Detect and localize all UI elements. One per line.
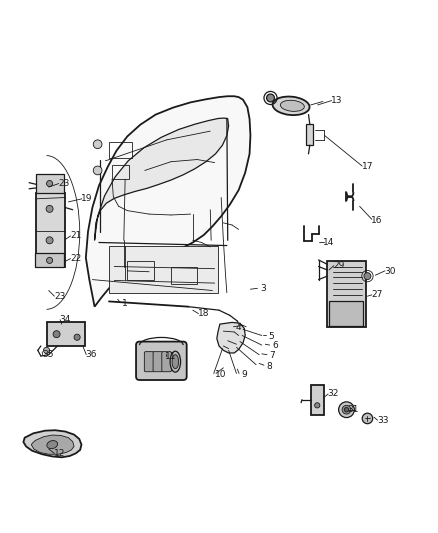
Text: 22: 22 bbox=[70, 254, 81, 263]
Circle shape bbox=[362, 413, 373, 424]
Text: 32: 32 bbox=[328, 390, 339, 399]
Text: 17: 17 bbox=[362, 161, 373, 171]
Text: 10: 10 bbox=[215, 370, 227, 379]
Circle shape bbox=[46, 205, 53, 212]
Ellipse shape bbox=[172, 354, 179, 369]
Text: 29: 29 bbox=[333, 261, 345, 270]
Polygon shape bbox=[95, 118, 229, 240]
Text: 8: 8 bbox=[266, 361, 272, 370]
Text: 4: 4 bbox=[236, 323, 241, 332]
Circle shape bbox=[74, 334, 80, 340]
Text: 6: 6 bbox=[272, 342, 278, 351]
Ellipse shape bbox=[272, 96, 310, 115]
Text: 12: 12 bbox=[54, 449, 65, 458]
Polygon shape bbox=[31, 435, 74, 454]
Text: 23: 23 bbox=[58, 179, 70, 188]
Text: 27: 27 bbox=[371, 290, 383, 300]
Circle shape bbox=[314, 403, 320, 408]
Text: 14: 14 bbox=[323, 238, 335, 247]
Circle shape bbox=[93, 166, 102, 175]
Polygon shape bbox=[86, 96, 251, 306]
FancyBboxPatch shape bbox=[46, 322, 85, 346]
Circle shape bbox=[339, 402, 354, 417]
Text: 11: 11 bbox=[165, 351, 177, 360]
Circle shape bbox=[267, 94, 275, 102]
FancyBboxPatch shape bbox=[109, 246, 218, 293]
Text: 21: 21 bbox=[70, 231, 81, 240]
Text: 13: 13 bbox=[331, 96, 343, 105]
FancyBboxPatch shape bbox=[162, 352, 171, 372]
Ellipse shape bbox=[170, 351, 180, 372]
FancyBboxPatch shape bbox=[145, 352, 154, 372]
Circle shape bbox=[53, 330, 60, 338]
Text: 18: 18 bbox=[198, 309, 209, 318]
Text: 7: 7 bbox=[269, 351, 275, 360]
Polygon shape bbox=[23, 430, 81, 457]
Text: 5: 5 bbox=[268, 332, 274, 341]
Text: 1: 1 bbox=[122, 299, 128, 308]
FancyBboxPatch shape bbox=[311, 385, 324, 415]
Text: 16: 16 bbox=[371, 216, 383, 225]
Circle shape bbox=[46, 237, 53, 244]
Circle shape bbox=[344, 408, 349, 412]
Text: 19: 19 bbox=[81, 195, 93, 203]
FancyBboxPatch shape bbox=[136, 342, 187, 380]
Circle shape bbox=[46, 257, 53, 263]
FancyBboxPatch shape bbox=[35, 253, 64, 268]
Ellipse shape bbox=[280, 100, 304, 111]
Ellipse shape bbox=[47, 441, 57, 449]
FancyBboxPatch shape bbox=[327, 261, 366, 327]
FancyBboxPatch shape bbox=[329, 301, 363, 326]
Polygon shape bbox=[217, 322, 245, 353]
Text: 3: 3 bbox=[260, 284, 265, 293]
Circle shape bbox=[43, 348, 49, 353]
Text: 31: 31 bbox=[348, 405, 359, 414]
Text: 33: 33 bbox=[377, 416, 389, 425]
Text: 30: 30 bbox=[385, 267, 396, 276]
Text: 34: 34 bbox=[60, 315, 71, 324]
Circle shape bbox=[342, 405, 351, 414]
Text: 36: 36 bbox=[86, 350, 97, 359]
FancyBboxPatch shape bbox=[35, 193, 65, 268]
Circle shape bbox=[93, 140, 102, 149]
FancyBboxPatch shape bbox=[36, 174, 64, 193]
Text: 35: 35 bbox=[42, 350, 53, 359]
Circle shape bbox=[364, 272, 371, 280]
Text: 9: 9 bbox=[241, 370, 247, 379]
FancyBboxPatch shape bbox=[153, 352, 162, 372]
Text: 23: 23 bbox=[54, 292, 65, 301]
FancyBboxPatch shape bbox=[306, 124, 313, 145]
Circle shape bbox=[46, 181, 53, 187]
